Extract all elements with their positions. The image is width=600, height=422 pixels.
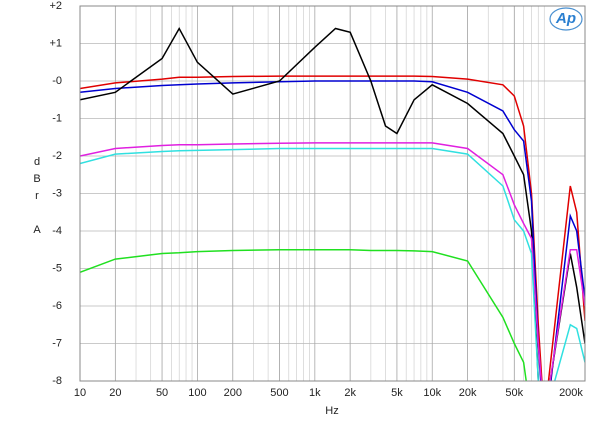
y-tick-label: -8 xyxy=(52,375,62,387)
y-tick-label: -1 xyxy=(52,112,62,124)
series-line xyxy=(80,26,585,381)
x-tick-label: 100 xyxy=(188,387,206,399)
logo-ring xyxy=(549,7,583,31)
series-line xyxy=(80,80,585,381)
series-line xyxy=(80,249,527,381)
x-tick-label: 1k xyxy=(309,387,321,399)
grid xyxy=(79,5,586,382)
y-tick-label: -4 xyxy=(52,225,62,237)
x-tick-label: 200k xyxy=(559,387,583,399)
y-tick-label: -2 xyxy=(52,150,62,162)
x-tick-label: 50 xyxy=(156,387,168,399)
y-axis-label: dBr A xyxy=(31,156,43,241)
x-tick-label: 500 xyxy=(270,387,288,399)
y-tick-label: -3 xyxy=(52,187,62,199)
x-axis-label: Hz xyxy=(325,405,338,417)
y-tick-label: -7 xyxy=(52,337,62,349)
y-tick-label: +2 xyxy=(49,0,62,12)
y-tick-label: -0 xyxy=(52,75,62,87)
x-tick-label: 2k xyxy=(344,387,356,399)
plot-frame xyxy=(79,5,586,382)
x-tick-label: 200 xyxy=(224,387,242,399)
series-line xyxy=(80,142,585,381)
series-line xyxy=(80,147,585,381)
y-tick-label: +1 xyxy=(49,37,62,49)
series-line xyxy=(80,75,585,381)
x-tick-label: 5k xyxy=(391,387,403,399)
x-tick-label: 20k xyxy=(459,387,477,399)
x-tick-label: 50k xyxy=(505,387,523,399)
y-tick-label: -6 xyxy=(52,300,62,312)
logo: Ap xyxy=(555,10,576,27)
x-tick-label: 20 xyxy=(109,387,121,399)
y-tick-label: -5 xyxy=(52,262,62,274)
x-tick-label: 10k xyxy=(423,387,441,399)
x-tick-label: 10 xyxy=(74,387,86,399)
plot-lines xyxy=(80,26,585,381)
